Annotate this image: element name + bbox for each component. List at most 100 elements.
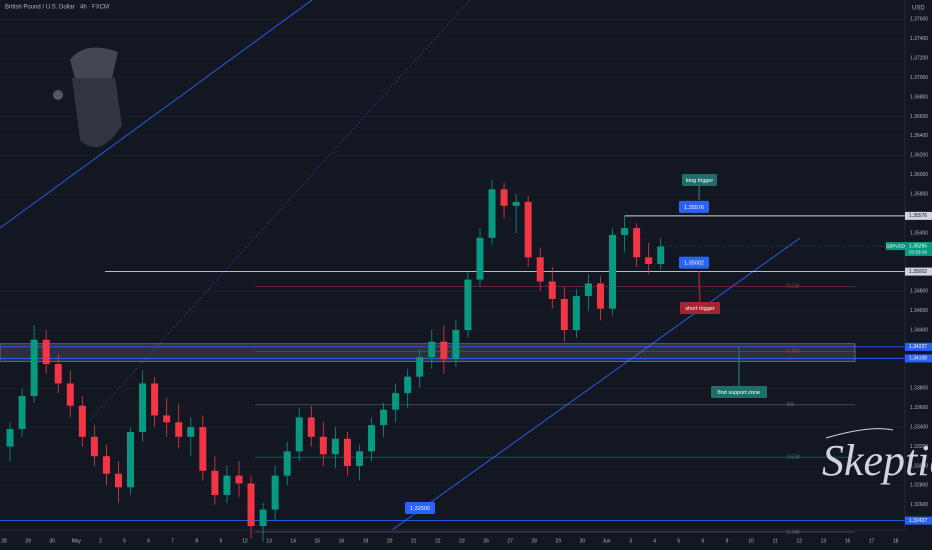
x-tick-label: 4 [653, 538, 656, 544]
chart-title: British Pound / U.S. Dollar · 4h · FXCM [5, 5, 109, 11]
candle-body [54, 364, 62, 384]
candle-body [404, 376, 412, 394]
x-tick-label: 3 [629, 538, 632, 544]
axis-labels: 1.37600 1.37400 1.37200 1.37000 1.36800 1.366… [1, 17, 932, 544]
candle-body [512, 201, 520, 206]
x-tick-label: 13 [266, 538, 272, 544]
y-tick-label: 1.37000 [910, 75, 928, 81]
annotations: long trigger short trigger first support z… [405, 174, 767, 514]
candle-body [524, 201, 532, 258]
x-tick-label: 9 [726, 538, 729, 544]
callout-support-price-text: 1.32500 [410, 506, 430, 512]
y-tick-label: 1.37600 [910, 17, 928, 23]
y-tick-label: 1.36400 [910, 133, 928, 139]
last-price-symbol-badge [886, 242, 905, 251]
fib-label: 0.5 [787, 402, 794, 408]
candle-body [42, 339, 50, 365]
x-tick-label: 18 [893, 538, 899, 544]
x-tick-label: 29 [25, 538, 31, 544]
y-tick-label: 1.37200 [910, 56, 928, 62]
channel-upper [0, 0, 313, 229]
candle-body [259, 509, 267, 527]
price-badge-label: 1.35576 [909, 213, 927, 219]
price-badge-label: 1.35002 [909, 269, 927, 275]
price-badge [905, 354, 932, 363]
candle-body [440, 341, 448, 360]
y-tick-label: 1.34400 [910, 327, 928, 333]
x-tick-label: 28 [1, 538, 7, 544]
note-short [680, 302, 720, 314]
x-tick-label: 16 [845, 538, 851, 544]
candle-body [368, 425, 376, 452]
last-price-label: 1.35265 [909, 243, 927, 249]
candle-body [596, 283, 604, 309]
candle-body [295, 417, 303, 452]
callout-long-price [679, 200, 709, 213]
x-tick-label: 21 [411, 538, 417, 544]
y-tick-label: 1.36800 [910, 94, 928, 100]
candle-body [609, 234, 617, 309]
x-tick-label: 28 [531, 538, 537, 544]
candle-body [114, 473, 122, 488]
candle-body [380, 409, 388, 426]
price-badge [905, 267, 932, 276]
candle-body [127, 431, 135, 488]
candle-body [223, 475, 231, 496]
y-tick-label: 1.35400 [910, 230, 928, 236]
y-tick-label: 1.33800 [910, 386, 928, 392]
candle-body [621, 228, 629, 235]
price-badge-label: 1.34108 [909, 356, 927, 362]
candle-body [428, 341, 436, 358]
countdown: 01:53:24 [909, 249, 927, 254]
candle-body [175, 422, 183, 437]
candle-body [584, 283, 592, 297]
candle-body [633, 228, 641, 258]
candle-body [560, 298, 568, 331]
price-badge [905, 516, 932, 525]
callout-short-price [679, 256, 709, 269]
candle-body [90, 436, 98, 457]
candle-body [187, 427, 195, 437]
candle-body [416, 357, 424, 377]
candle-body [392, 393, 400, 410]
candle-body [151, 383, 159, 416]
note-support-text: first support zone [718, 390, 760, 396]
x-tick-label: 10 [748, 538, 754, 544]
signature-stroke [825, 428, 894, 439]
y-tick-label: 1.34800 [910, 289, 928, 295]
y-tick-label: 1.34600 [910, 308, 928, 314]
x-tick-label: 6 [147, 538, 150, 544]
callout-support-price [405, 502, 435, 514]
y-tick-label: 1.33400 [910, 424, 928, 430]
candle-body [30, 339, 38, 397]
candle-body [343, 438, 351, 466]
candle-body [6, 429, 14, 447]
y-tick-label: 1.32600 [910, 502, 928, 508]
candle-body [66, 383, 74, 406]
x-tick-label: 5 [677, 538, 680, 544]
candle-body [271, 475, 279, 510]
x-tick-label: 7 [171, 538, 174, 544]
x-tick-label: 2 [99, 538, 102, 544]
x-tick-label: 29 [556, 538, 562, 544]
note-support [711, 386, 767, 398]
x-tick-label: 8 [195, 538, 198, 544]
candles [6, 179, 665, 542]
candle-body [548, 281, 556, 299]
x-tick-label: 22 [435, 538, 441, 544]
x-tick-label: 17 [869, 538, 875, 544]
candle-body [102, 456, 110, 474]
candle-body [163, 415, 171, 423]
candle-body [247, 483, 255, 527]
x-tick-label: 23 [459, 538, 465, 544]
x-tick-label: 13 [821, 538, 827, 544]
x-tick-label: 26 [483, 538, 489, 544]
callout-long-price-text: 1.35576 [684, 205, 704, 211]
candle-body [657, 246, 665, 265]
note-short-text: short trigger [685, 306, 715, 312]
note-long [682, 174, 717, 186]
candle-body [500, 189, 508, 206]
x-tick-label: 5 [123, 538, 126, 544]
